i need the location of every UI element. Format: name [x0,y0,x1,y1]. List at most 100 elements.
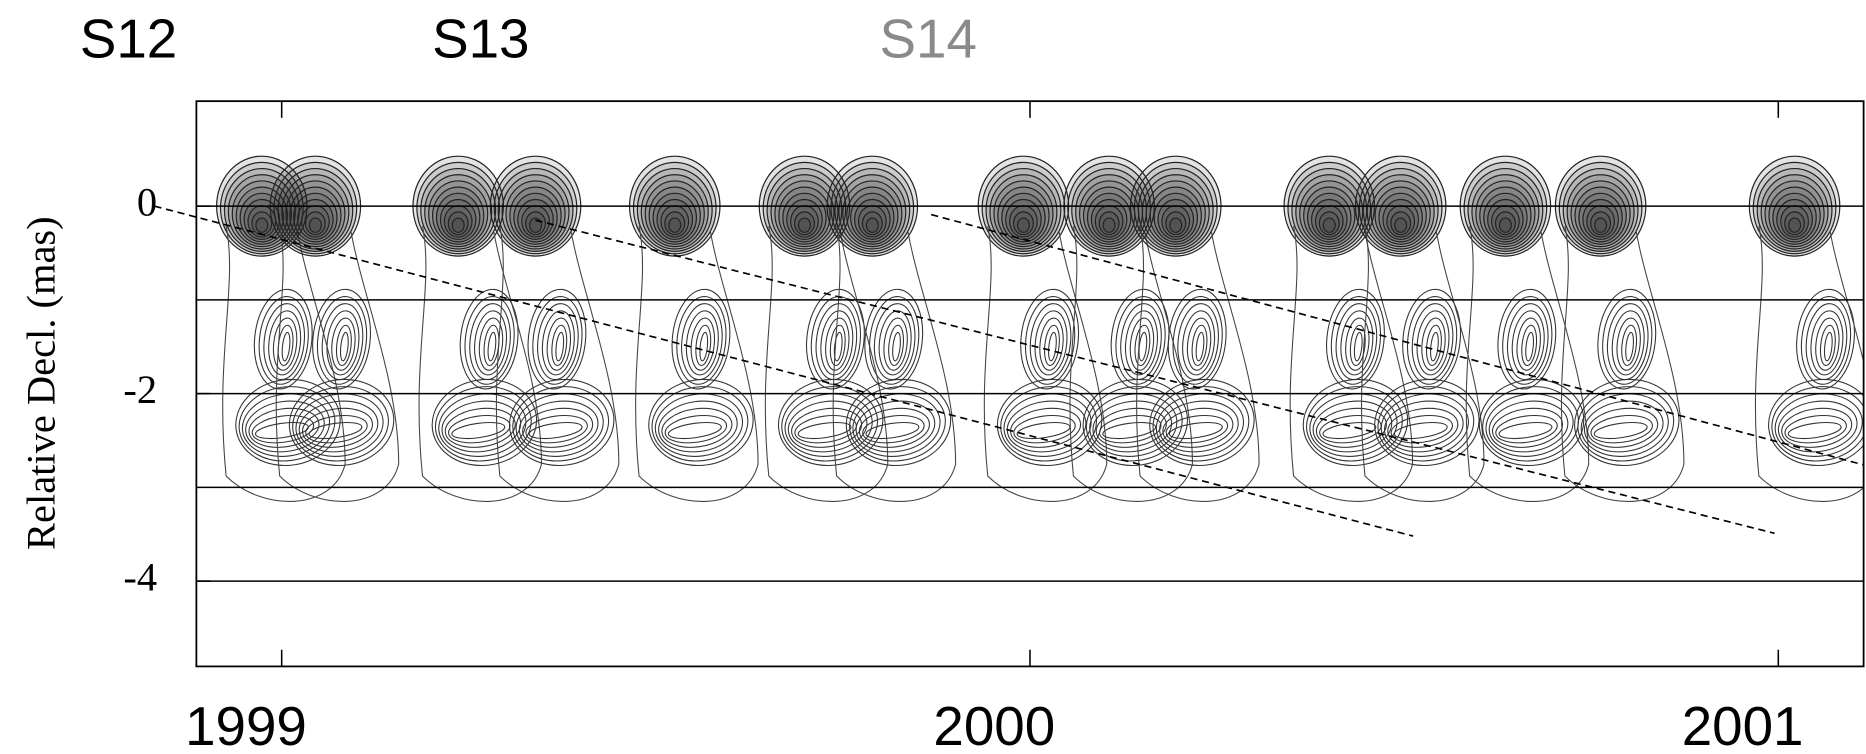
contour [832,226,957,502]
contour [532,296,583,385]
contour [1322,422,1377,440]
contour [1085,386,1183,462]
contour [272,317,298,371]
contour [1463,161,1548,255]
component-label: S14 [880,7,977,69]
contour [1497,288,1557,390]
x-tick-label: 2001 [1682,695,1804,754]
contour [829,324,846,367]
contour [474,310,508,376]
contour-map [1063,155,1193,502]
contour [1099,414,1162,444]
contour [1168,422,1223,440]
contour [1013,414,1076,444]
contour [1754,226,1864,502]
contour [1771,386,1864,462]
contour [555,331,565,362]
contour-maps [216,155,1864,502]
contour [1611,310,1645,376]
contour [1124,310,1158,376]
contour [1597,288,1657,390]
contour [1621,324,1638,367]
contour [1309,393,1398,457]
contour [1322,217,1336,233]
contour [464,296,515,385]
contour [997,186,1050,245]
contour [1492,407,1564,448]
contour [1353,331,1363,362]
contour [478,317,504,371]
contour [308,422,363,440]
contour [1082,378,1189,467]
contour [222,226,346,502]
contour [1777,400,1858,453]
contour [648,186,701,245]
contour [451,217,465,233]
contour [1159,400,1239,453]
contour [1177,303,1219,381]
contour [1390,414,1454,444]
contour [487,331,497,362]
contour [546,317,572,371]
contour [509,186,562,245]
contour [431,186,485,245]
contour [1752,161,1837,255]
contour [1182,310,1216,376]
contour [830,161,915,255]
contour [1374,378,1480,467]
contour [1485,393,1574,457]
contour [512,386,610,462]
contour [1345,317,1370,371]
contour [292,386,389,462]
contour [1593,422,1648,440]
contour [671,288,731,390]
contour [695,324,712,367]
contour [434,386,532,462]
contour [1380,393,1469,457]
contour [878,310,912,376]
contour [651,386,749,462]
contour-map [1354,155,1485,502]
contour [1580,393,1669,457]
contour [1495,414,1558,444]
contour [295,393,384,457]
contour [1823,331,1833,362]
contour [1393,422,1448,440]
contour [263,303,305,381]
contour [525,414,588,444]
contour [1102,422,1157,440]
contour [459,288,519,390]
contour [1024,296,1076,385]
contour [1172,296,1223,385]
contour [1349,324,1366,367]
contour [305,414,368,444]
contour [248,407,320,448]
contour [275,226,400,502]
contour [1034,310,1068,376]
contour [1102,217,1116,233]
contour-map [1554,155,1685,502]
contour [661,407,733,448]
y-tick-label: 0 [137,179,157,224]
contour [418,226,543,502]
contour [1768,186,1821,245]
contour [1374,186,1427,245]
contour [1406,296,1458,385]
contour [1048,331,1057,362]
contour [281,331,291,362]
contour [1358,161,1443,255]
contour [676,296,727,385]
contour-map [1129,155,1260,502]
contour [308,217,322,233]
contour [1796,288,1855,390]
contour [438,393,527,457]
contour [1195,331,1205,362]
contour [1092,400,1173,453]
contour [289,186,342,245]
contour [787,400,868,453]
contour [797,217,812,233]
contour [1488,400,1569,453]
contour [1020,288,1080,390]
contour [668,217,682,233]
